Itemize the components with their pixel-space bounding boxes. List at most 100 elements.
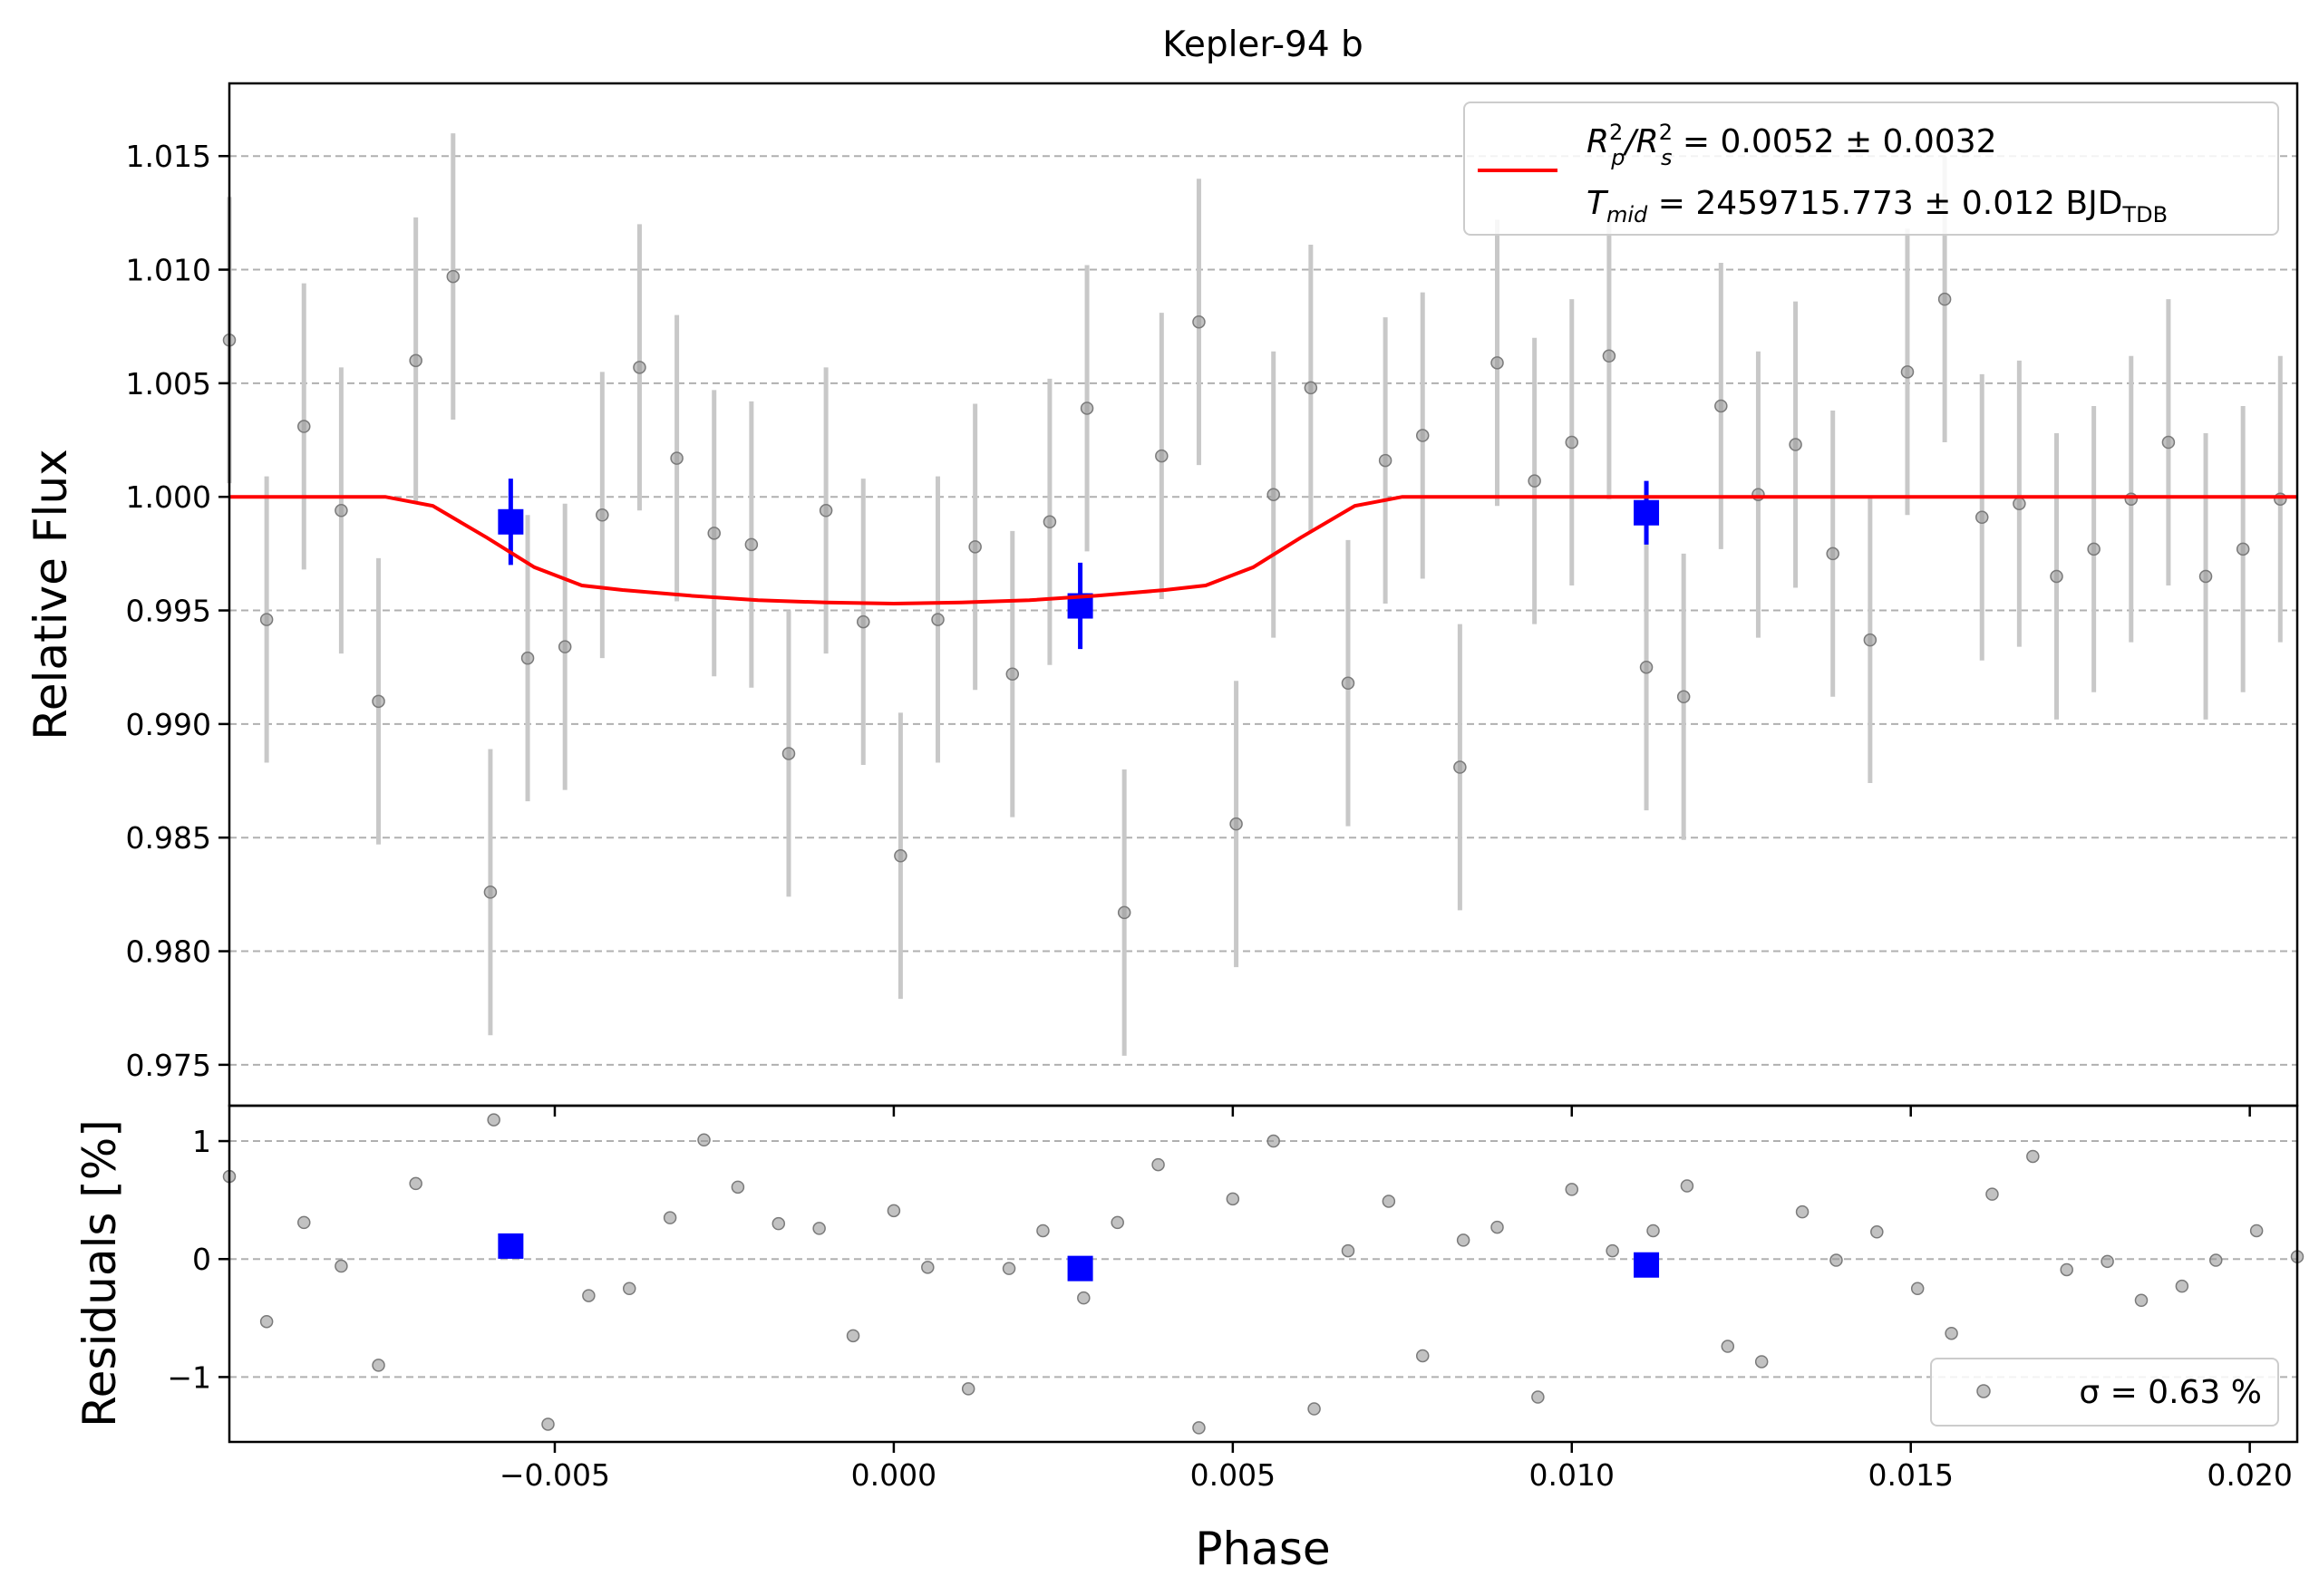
residual-point	[1341, 1243, 1355, 1258]
residual-point	[1945, 1326, 1958, 1340]
main-legend: R2 p/R2 s = 0.0052 ± 0.0032 Tmid = 2459715…	[1463, 102, 2279, 236]
residual-point	[2249, 1224, 2264, 1238]
data-point	[1490, 356, 1504, 370]
data-point	[1117, 905, 1131, 920]
main-legend-box	[1463, 102, 2279, 236]
data-point	[2161, 435, 2176, 450]
legend-t-unit-sub: TDB	[2121, 202, 2168, 227]
data-point	[335, 504, 348, 517]
data-point	[1043, 515, 1057, 529]
residual-point	[1192, 1421, 1206, 1435]
data-point	[2050, 569, 2063, 584]
residual-point	[409, 1176, 422, 1191]
residual-binned-point	[1634, 1252, 1660, 1278]
data-point	[596, 508, 609, 522]
residual-point	[1721, 1340, 1735, 1353]
data-point	[483, 885, 498, 899]
residual-y-tick-label: 1	[192, 1124, 211, 1159]
data-point	[1192, 314, 1206, 329]
residual-point	[961, 1382, 975, 1396]
data-point	[1863, 633, 1878, 647]
data-point	[1826, 547, 1839, 561]
x-tick-label: −0.005	[500, 1457, 610, 1493]
data-point	[1415, 429, 1430, 442]
residual-point	[2101, 1254, 2114, 1269]
residual-point	[1415, 1349, 1430, 1363]
residual-point	[1565, 1183, 1579, 1196]
residual-y-axis: −1 0 1	[167, 1124, 229, 1395]
data-point	[968, 540, 982, 554]
residual-point	[663, 1211, 677, 1224]
main-gridlines	[229, 155, 2297, 1066]
data-point	[1565, 435, 1579, 450]
data-point	[372, 694, 385, 709]
residual-point	[297, 1215, 311, 1230]
residual-point	[1266, 1134, 1280, 1148]
data-point	[1975, 510, 1989, 525]
legend-t-value: = 2459715.773 ± 0.012 BJD	[1647, 185, 2122, 222]
x-tick-label: 0.005	[1190, 1457, 1276, 1493]
residual-point	[1077, 1291, 1091, 1305]
residual-point	[846, 1329, 860, 1343]
residual-point	[1910, 1282, 1925, 1296]
residual-binned-points	[498, 1233, 1660, 1282]
data-point	[744, 537, 759, 552]
residual-point	[259, 1314, 274, 1329]
x-tick-label: 0.020	[2207, 1457, 2292, 1493]
legend-r-mid: /R	[1623, 123, 1659, 160]
data-point	[894, 849, 907, 863]
data-point	[1528, 474, 1541, 488]
residual-point	[372, 1359, 385, 1372]
residual-point	[1646, 1224, 1660, 1238]
legend-t-sub: mid	[1606, 202, 1648, 227]
main-y-tick-label: 1.015	[126, 139, 211, 174]
residual-point	[771, 1216, 786, 1231]
main-y-tick-label: 0.995	[126, 594, 211, 629]
data-point	[1341, 676, 1355, 691]
data-point	[259, 613, 274, 626]
data-point	[2013, 497, 2026, 510]
data-point	[1378, 453, 1392, 468]
residual-point	[2175, 1279, 2189, 1293]
residual-y-tick-label: 0	[192, 1242, 211, 1277]
data-point	[2236, 542, 2250, 556]
legend-r-sub: p	[1610, 145, 1625, 170]
legend-entry-mid-time: Tmid = 2459715.773 ± 0.012 BJDTDB	[1586, 185, 2168, 227]
main-data-points	[222, 133, 2287, 1056]
legend-rs-sub: s	[1661, 145, 1673, 170]
data-point	[446, 269, 461, 284]
residual-point	[812, 1222, 826, 1235]
data-point	[297, 420, 311, 433]
data-point	[1229, 817, 1243, 831]
data-point	[1304, 381, 1318, 395]
data-point	[1714, 399, 1728, 413]
legend-entry-radius-ratio: R2 p/R2 s = 0.0052 ± 0.0032	[1586, 120, 1997, 170]
main-y-tick-label: 0.975	[126, 1048, 211, 1083]
data-point	[1602, 349, 1616, 363]
main-y-tick-label: 0.990	[126, 707, 211, 742]
residual-y-tick-label: −1	[167, 1359, 211, 1395]
residual-point	[1111, 1215, 1124, 1230]
residual-point	[1531, 1390, 1545, 1404]
residual-point	[1606, 1243, 1619, 1258]
residual-point	[2209, 1253, 2223, 1267]
data-point	[819, 504, 833, 517]
residual-point	[1829, 1253, 1843, 1267]
residual-point	[1795, 1204, 1810, 1219]
data-point	[1453, 760, 1467, 774]
main-y-axis: 0.975 0.980 0.985 0.990 0.995 1.000 1.005 1.010…	[126, 139, 229, 1083]
residual-point	[2060, 1262, 2073, 1277]
data-point	[1639, 660, 1654, 674]
residual-binned-point	[498, 1233, 524, 1259]
main-y-tick-label: 1.000	[126, 479, 211, 515]
residual-point	[697, 1133, 711, 1147]
residual-point	[622, 1282, 636, 1296]
main-y-tick-label: 0.985	[126, 820, 211, 856]
x-axis-label: Phase	[1195, 1523, 1330, 1575]
residual-legend: σ = 0.63 %	[1930, 1358, 2279, 1427]
legend-r-value: = 0.0052 ± 0.0032	[1672, 123, 1996, 160]
residual-point	[582, 1289, 596, 1302]
y-axis-label-residuals: Residuals [%]	[73, 1119, 126, 1427]
legend-r-sup: 2	[1609, 120, 1623, 145]
